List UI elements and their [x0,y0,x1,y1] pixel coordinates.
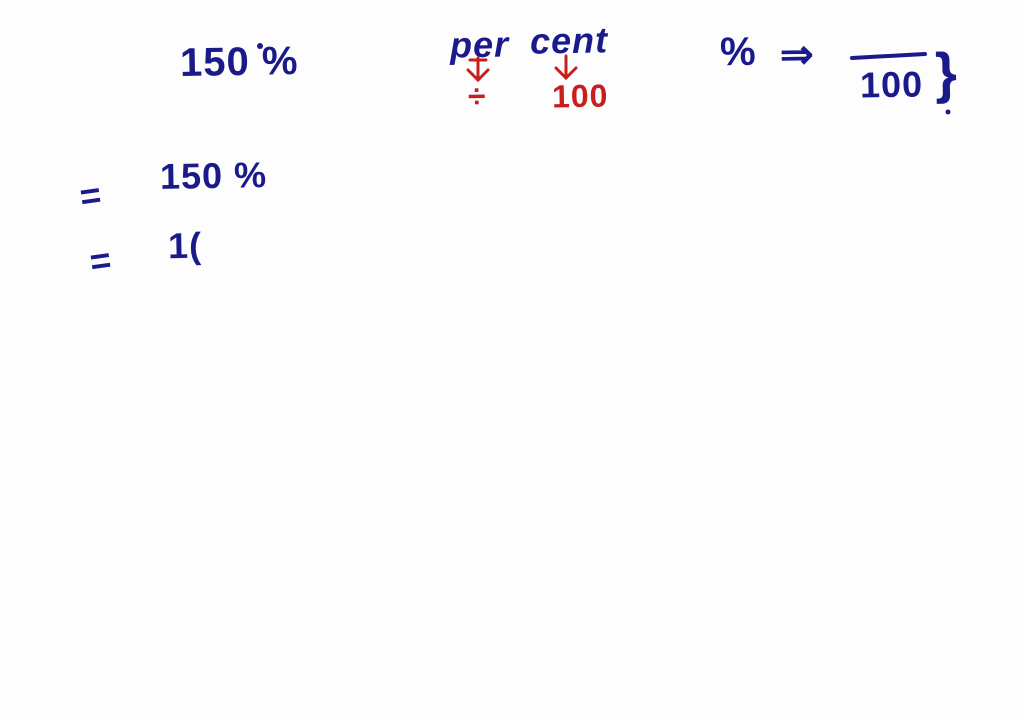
text-percent-symbol: % [720,30,757,76]
text-equals-2: = [87,239,115,284]
text-brace: } [934,40,958,105]
text-equals-1: = [77,174,105,219]
text-per: per [450,23,510,66]
text-denominator-100: 100 [860,63,924,106]
text-hundred-red: 100 [552,78,609,116]
text-150-percent-top: 150 % [180,39,299,86]
text-divide-symbol: ÷ [468,78,487,115]
text-150-percent-line: 150 % [160,154,268,198]
text-implies: ⇒ [780,32,815,79]
text-partial-1: 1( [168,225,203,268]
ink-strokes [0,0,1024,720]
text-cent: cent [530,19,609,62]
